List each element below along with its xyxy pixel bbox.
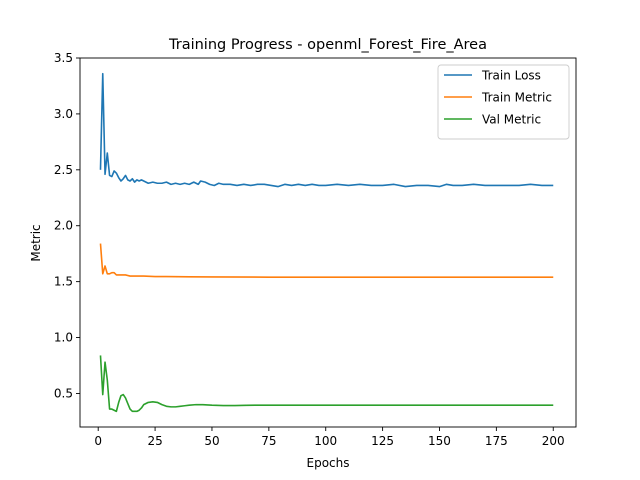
y-tick-label: 1.5 xyxy=(54,275,73,289)
y-axis: 0.5 1.0 1.5 2.0 2.5 3.0 3.5 xyxy=(54,51,80,400)
series-line-0 xyxy=(99,72,554,188)
y-tick-label: 2.5 xyxy=(54,163,73,177)
x-tick-label: 125 xyxy=(371,434,394,448)
chart-title: Training Progress - openml_Forest_Fire_A… xyxy=(168,37,487,53)
x-tick-label: 0 xyxy=(94,434,102,448)
axes-frame xyxy=(79,57,577,428)
y-tick-label: 0.5 xyxy=(54,386,73,400)
y-tick-label: 3.5 xyxy=(54,51,73,65)
x-tick-label: 50 xyxy=(204,434,219,448)
x-axis: 0 25 50 75 100 125 150 175 200 xyxy=(94,427,565,448)
y-tick-label: 1.0 xyxy=(54,331,73,345)
y-axis-label: Metric xyxy=(29,224,43,261)
legend-label: Val Metric xyxy=(482,113,541,127)
x-tick-label: 175 xyxy=(485,434,508,448)
y-tick-label: 3.0 xyxy=(54,107,73,121)
plot-area xyxy=(99,72,554,413)
legend-label: Train Loss xyxy=(481,69,541,83)
x-tick-label: 100 xyxy=(314,434,337,448)
x-tick-label: 200 xyxy=(542,434,565,448)
series-line-2 xyxy=(99,355,554,413)
series-line-1 xyxy=(99,243,554,278)
legend: Train Loss Train Metric Val Metric xyxy=(437,64,570,140)
y-tick-label: 2.0 xyxy=(54,219,73,233)
x-tick-label: 150 xyxy=(428,434,451,448)
x-axis-label: Epochs xyxy=(307,456,350,470)
x-tick-label: 25 xyxy=(147,434,162,448)
legend-label: Train Metric xyxy=(481,91,552,105)
legend-box xyxy=(437,64,570,140)
x-tick-label: 75 xyxy=(261,434,276,448)
